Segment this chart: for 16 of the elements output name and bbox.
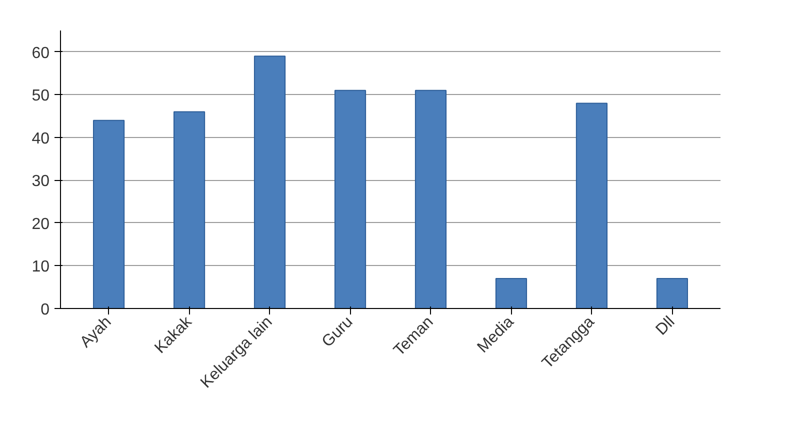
y-tick-label: 10 (32, 258, 50, 276)
y-tick-label: 40 (32, 130, 50, 148)
y-tick-label: 60 (32, 44, 50, 62)
y-tick-label: 0 (40, 302, 50, 318)
bar (495, 278, 528, 308)
bar (576, 102, 608, 308)
bar (173, 111, 206, 308)
y-tick-label: 30 (32, 173, 50, 190)
x-tick-label: Dll (653, 313, 678, 339)
bar (656, 278, 688, 308)
y-tick-label: 20 (32, 216, 50, 233)
bar (414, 90, 447, 308)
bar (254, 56, 286, 308)
bar (93, 120, 125, 308)
y-tick-label: 50 (32, 88, 50, 105)
bar (334, 90, 366, 308)
